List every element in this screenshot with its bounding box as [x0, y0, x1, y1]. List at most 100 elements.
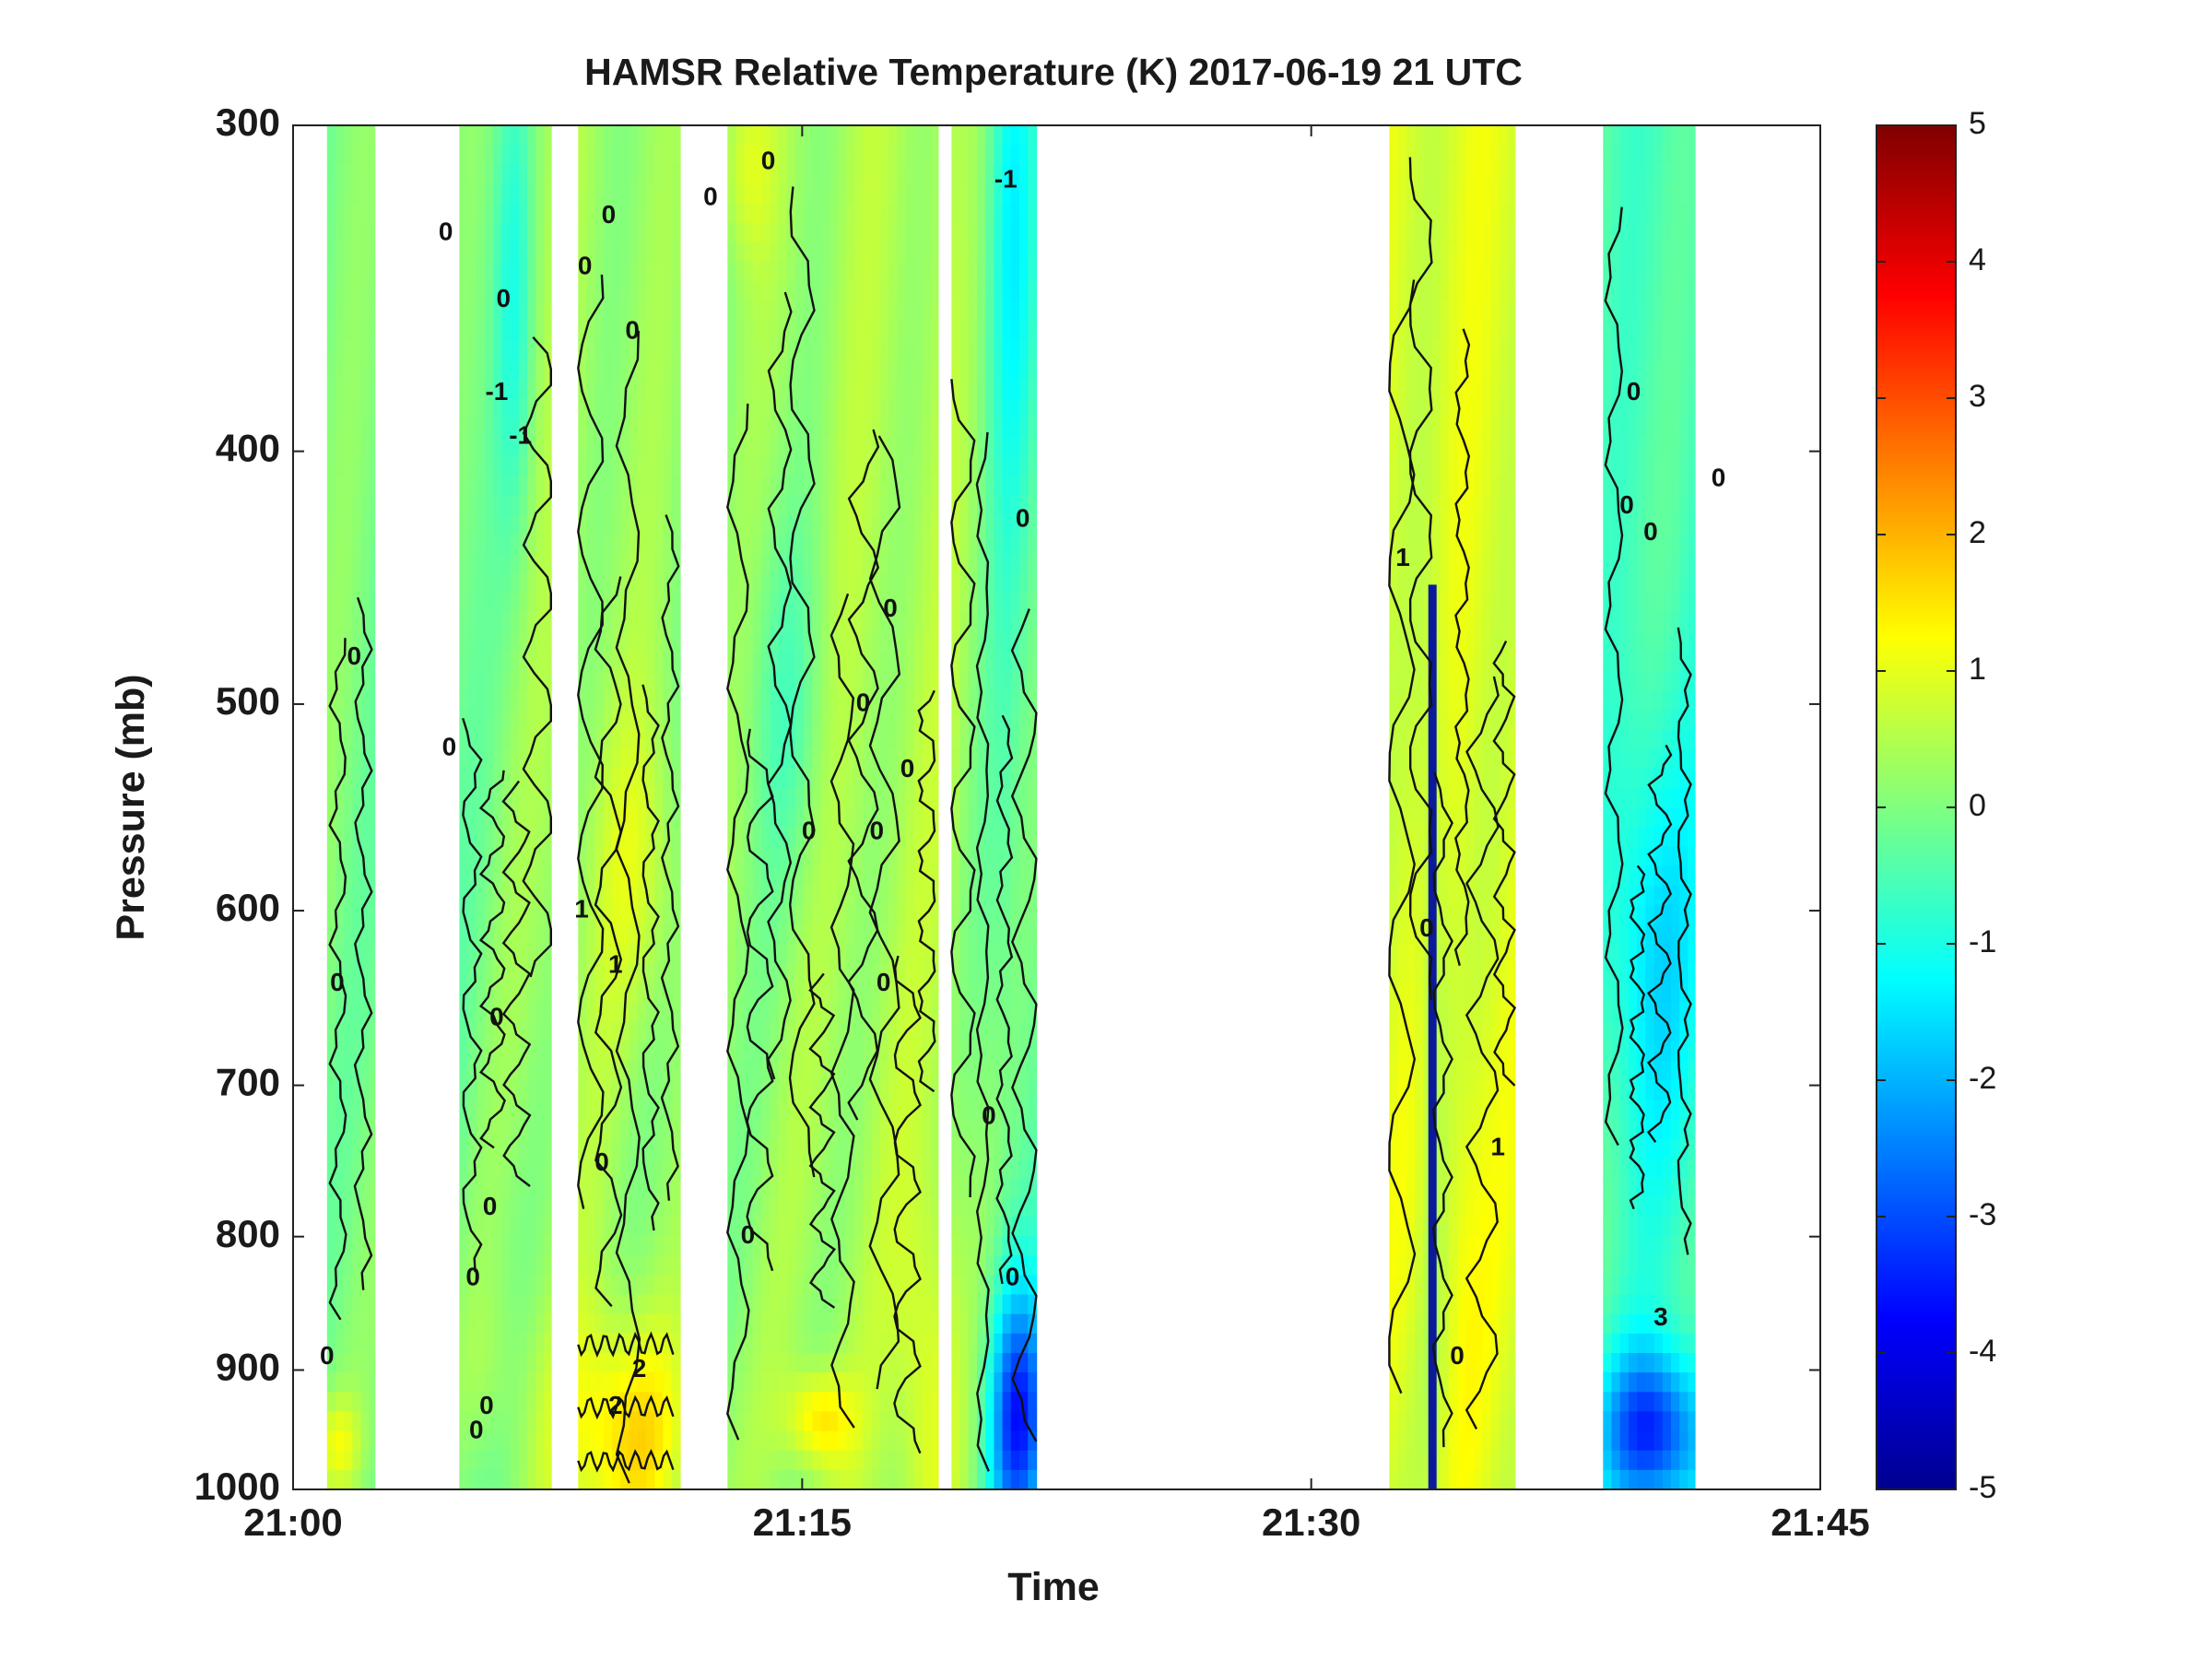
field-cell	[544, 554, 552, 574]
field-cell	[629, 729, 639, 750]
field-cell	[1002, 1236, 1012, 1256]
field-cell	[863, 514, 873, 535]
field-cell	[360, 1430, 371, 1452]
field-cell	[951, 729, 961, 750]
field-cell	[994, 807, 1004, 828]
field-cell	[959, 593, 970, 614]
field-cell	[905, 262, 915, 282]
field-cell	[1397, 378, 1407, 399]
field-cell	[535, 262, 546, 282]
field-cell	[977, 1392, 986, 1413]
field-cell	[727, 495, 737, 516]
field-cell	[1002, 495, 1012, 516]
field-cell	[671, 631, 681, 653]
field-cell	[501, 1002, 512, 1023]
field-cell	[1002, 456, 1012, 477]
field-cell	[654, 1313, 665, 1335]
field-cell	[1002, 1060, 1012, 1081]
field-cell	[501, 573, 512, 594]
field-cell	[1423, 1177, 1433, 1198]
field-cell	[829, 300, 839, 322]
field-cell	[637, 631, 647, 653]
field-cell	[985, 164, 995, 185]
field-cell	[485, 1333, 494, 1354]
field-cell	[727, 1041, 737, 1062]
field-cell	[812, 514, 822, 535]
field-cell	[578, 846, 588, 867]
field-cell	[344, 1158, 354, 1179]
field-cell	[1431, 320, 1441, 341]
field-cell	[977, 125, 986, 146]
field-cell	[620, 573, 630, 594]
field-cell	[459, 846, 469, 867]
field-cell	[612, 593, 622, 614]
field-cell	[778, 846, 788, 867]
field-cell	[1010, 437, 1020, 458]
field-cell	[510, 359, 520, 380]
field-cell	[897, 398, 907, 418]
field-cell	[846, 1021, 856, 1042]
field-cell	[352, 1236, 362, 1256]
field-cell	[1415, 398, 1424, 418]
field-cell	[1019, 651, 1029, 672]
field-cell	[951, 300, 961, 322]
field-cell	[1423, 865, 1433, 887]
field-cell	[654, 535, 665, 555]
field-cell	[671, 748, 681, 770]
field-cell	[744, 748, 754, 770]
field-cell	[880, 398, 889, 418]
field-cell	[804, 1353, 814, 1373]
field-cell	[931, 554, 939, 574]
field-cell	[535, 145, 546, 165]
field-cell	[671, 573, 681, 594]
field-cell	[654, 1275, 665, 1296]
field-cell	[1415, 1080, 1424, 1100]
field-cell	[752, 1177, 762, 1198]
field-cell	[620, 222, 630, 243]
field-cell	[931, 963, 939, 983]
field-cell	[1002, 651, 1012, 672]
field-cell	[880, 145, 889, 165]
field-cell	[335, 378, 345, 399]
field-cell	[761, 378, 771, 399]
field-cell	[1028, 339, 1038, 360]
field-cell	[1423, 1353, 1433, 1373]
field-cell	[778, 320, 788, 341]
field-cell	[476, 573, 486, 594]
field-cell	[820, 203, 830, 224]
field-cell	[1423, 982, 1433, 1004]
field-cell	[977, 437, 986, 458]
field-cell	[770, 787, 780, 808]
field-cell	[804, 1177, 814, 1198]
field-cell	[735, 1119, 746, 1140]
field-cell	[620, 125, 630, 146]
field-cell	[637, 241, 647, 263]
field-cell	[888, 339, 899, 360]
field-cell	[360, 281, 371, 301]
field-cell	[838, 846, 847, 867]
field-cell	[1028, 1080, 1038, 1100]
field-cell	[612, 1196, 622, 1218]
field-cell	[744, 865, 754, 887]
field-cell	[501, 398, 512, 418]
field-cell	[467, 1313, 477, 1335]
field-cell	[985, 378, 995, 399]
field-cell	[735, 1392, 746, 1413]
field-cell	[838, 1450, 847, 1471]
field-cell	[603, 514, 613, 535]
field-cell	[735, 456, 746, 477]
field-cell	[994, 1119, 1004, 1140]
field-cell	[968, 359, 978, 380]
field-cell	[1440, 300, 1450, 322]
field-cell	[344, 904, 354, 925]
field-cell	[994, 963, 1004, 983]
field-cell	[535, 437, 546, 458]
field-cell	[880, 827, 889, 847]
field-cell	[838, 241, 847, 263]
field-cell	[578, 1177, 588, 1198]
field-cell	[326, 535, 336, 555]
field-cell	[959, 1138, 970, 1159]
field-cell	[646, 1313, 655, 1335]
field-cell	[804, 846, 814, 867]
field-cell	[629, 671, 639, 691]
